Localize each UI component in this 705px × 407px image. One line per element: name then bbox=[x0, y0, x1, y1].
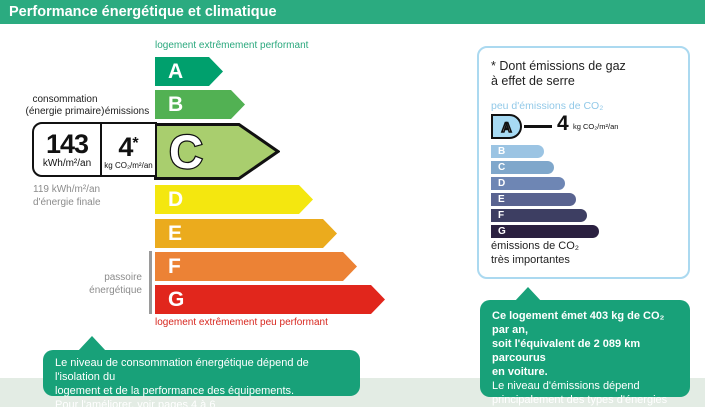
final-energy-note: 119 kWh/m²/an d'énergie finale bbox=[33, 184, 101, 208]
co2-bubble-bold-text: Ce logement émet 403 kg de CO₂ par an, s… bbox=[492, 310, 665, 378]
right-bubble-pointer bbox=[514, 287, 542, 302]
co2-class-letter: B bbox=[498, 146, 506, 157]
co2-panel-title: * Dont émissions de gaz à effet de serre bbox=[491, 59, 626, 88]
co2-current-class-letter: A bbox=[501, 118, 513, 136]
co2-value: 4 bbox=[557, 112, 569, 135]
co2-class-a-badge: A bbox=[491, 114, 522, 139]
passoire-label: passoire énergétique bbox=[89, 272, 142, 296]
energy-class-b: B bbox=[155, 90, 245, 119]
energy-class-letter: A bbox=[168, 60, 184, 83]
title-bar: Performance énergétique et climatique bbox=[0, 0, 705, 24]
svg-text:C: C bbox=[169, 125, 203, 178]
co2-low-label: peu d'émissions de CO₂ bbox=[491, 100, 604, 112]
energy-class-letter: D bbox=[168, 188, 184, 211]
energy-class-d: D bbox=[155, 185, 313, 214]
energy-class-current-c: C bbox=[154, 123, 281, 185]
co2-panel: * Dont émissions de gaz à effet de serre… bbox=[477, 46, 690, 279]
emissions-unit: kg CO₂/m²/an bbox=[104, 160, 153, 170]
co2-class-g: G bbox=[491, 225, 599, 238]
consumption-header: consommation (énergie primaire) bbox=[25, 94, 105, 117]
co2-connector-line bbox=[524, 125, 552, 128]
co2-class-b: B bbox=[491, 145, 544, 158]
co2-bubble-text: Le niveau d'émissions dépend principalem… bbox=[492, 380, 668, 406]
co2-class-letter: G bbox=[498, 226, 506, 237]
energy-class-letter: B bbox=[168, 93, 184, 116]
primary-energy-cell: 143 kWh/m²/an bbox=[34, 124, 100, 175]
energy-class-letter: F bbox=[168, 255, 181, 278]
primary-energy-unit: kWh/m²/an bbox=[42, 157, 92, 169]
co2-class-e: E bbox=[491, 193, 576, 206]
energy-best-label: logement extrêmement performant bbox=[155, 40, 309, 51]
emissions-value: 4* bbox=[118, 131, 139, 162]
energy-advice-bubble: Le niveau de consommation énergétique dé… bbox=[43, 350, 360, 407]
energy-worst-label: logement extrêmement peu performant bbox=[155, 317, 328, 328]
co2-class-letter: D bbox=[498, 178, 506, 189]
page-title: Performance énergétique et climatique bbox=[9, 4, 277, 20]
co2-class-d: D bbox=[491, 177, 565, 190]
energy-class-e: E bbox=[155, 219, 337, 248]
emissions-cell: 4* kg CO₂/m²/an bbox=[100, 124, 155, 175]
energy-class-f: F bbox=[155, 252, 357, 281]
value-box: 143 kWh/m²/an 4* kg CO₂/m²/an bbox=[32, 122, 157, 177]
co2-class-letter: E bbox=[498, 194, 505, 205]
energy-class-g: G bbox=[155, 285, 385, 314]
co2-high-label: émissions de CO₂ très importantes bbox=[491, 240, 580, 266]
co2-class-letter: C bbox=[498, 162, 506, 173]
co2-class-letter: F bbox=[498, 210, 505, 221]
co2-class-c: C bbox=[491, 161, 554, 174]
energy-class-letter: E bbox=[168, 222, 183, 245]
left-bubble-pointer bbox=[78, 336, 106, 351]
co2-value-unit: kg CO₂/m²/an bbox=[573, 122, 619, 131]
energy-class-a: A bbox=[155, 57, 223, 86]
co2-advice-bubble: Ce logement émet 403 kg de CO₂ par an, s… bbox=[480, 300, 690, 406]
passoire-bracket-line bbox=[149, 251, 152, 314]
energy-class-letter: G bbox=[168, 288, 185, 311]
co2-class-f: F bbox=[491, 209, 587, 222]
emissions-header: émissions bbox=[104, 106, 150, 117]
primary-energy-value: 143 bbox=[45, 128, 89, 159]
emissions-asterisk: * bbox=[132, 134, 139, 152]
